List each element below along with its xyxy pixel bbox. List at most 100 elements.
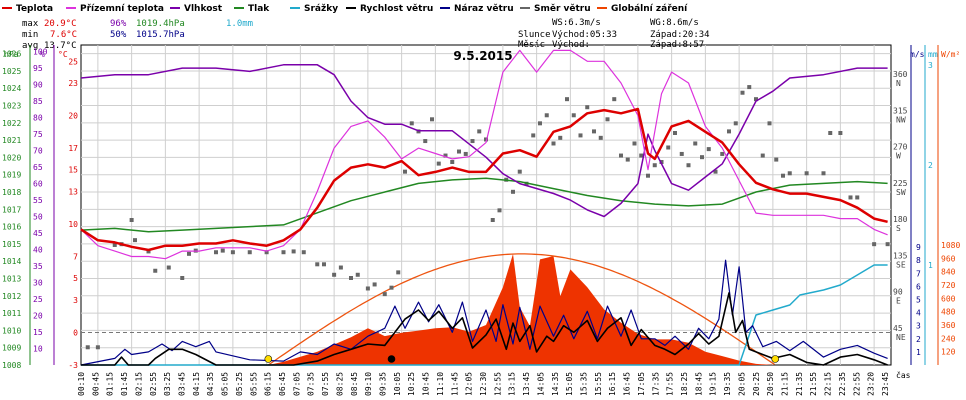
wind-dir-point — [673, 131, 677, 135]
wind-dir-point — [787, 171, 792, 176]
wind-dir-point — [838, 131, 843, 135]
wind-dir-point — [612, 97, 617, 102]
x-tick-label: 22:55 — [852, 372, 861, 396]
x-tick-label: 12:55 — [493, 372, 502, 396]
x-tick-label: 08:25 — [335, 372, 344, 396]
temp-line — [80, 107, 888, 252]
wind-dir-point — [443, 153, 448, 158]
wind-dir-point — [403, 169, 407, 174]
x-tick-label: 03:25 — [163, 372, 172, 396]
stat-text: Východ:05:33 — [552, 30, 617, 40]
x-tick-label: 17:35 — [651, 372, 660, 396]
humidity-tick: 70 — [33, 147, 43, 156]
x-tick-label: 04:35 — [206, 372, 215, 396]
wind-dir-point — [511, 189, 515, 194]
wind-dir-point — [571, 113, 576, 118]
wind-dir-point — [382, 292, 387, 297]
wind-dir-point — [821, 171, 826, 176]
wind-tick: 5 — [916, 296, 921, 305]
wind-dir-point — [585, 105, 590, 110]
wind-dir-point — [781, 173, 785, 178]
temp-tick: 10 — [68, 220, 78, 229]
dir-tick: 135 — [893, 251, 908, 260]
wind-tick: 2 — [916, 335, 921, 344]
rad-tick: 720 — [941, 281, 956, 290]
wind-dir-point — [423, 139, 428, 144]
axis-unit-wm2: W/m² — [941, 50, 960, 59]
rain-tick: 1 — [928, 261, 933, 270]
wind-tick: 7 — [916, 269, 921, 278]
wind-dir-point — [754, 97, 758, 102]
x-tick-label: 14:05 — [536, 372, 545, 396]
stat-text: min — [22, 30, 38, 40]
humidity-tick: 100 — [33, 48, 48, 57]
stats-block: max 20.9°C 96% 1019.4hPa 1.0mm min 7.6°C 50% 101… — [22, 18, 710, 51]
pressure-tick: 1014 — [2, 257, 21, 266]
radiation-area-path — [81, 253, 888, 365]
pressure-tick: 1016 — [2, 223, 21, 232]
x-tick-label: 20:25 — [752, 372, 761, 396]
x-tick-label: 10:25 — [407, 372, 416, 396]
humidity-tick: 40 — [33, 246, 43, 255]
wind-dir-point — [733, 121, 738, 126]
wind-dir-point — [430, 117, 434, 122]
x-tick-label: 10:05 — [393, 372, 402, 396]
wind-dir-point — [625, 157, 630, 162]
x-tick-label: 11:10 — [436, 372, 445, 396]
pressure-tick: 1024 — [2, 84, 21, 93]
stat-text: WS:6.3m/s — [552, 18, 601, 28]
dir-name: S — [896, 224, 901, 233]
legend-label: Rychlost větru — [360, 3, 433, 14]
wind-dir-point — [679, 151, 684, 156]
wind-dir-point — [355, 272, 360, 277]
wind-dir-point — [848, 195, 853, 200]
humidity-tick: 95 — [33, 64, 43, 73]
rad-tick: 1080 — [941, 241, 960, 250]
wind-dir-point — [129, 218, 134, 222]
wind-gust-line — [80, 259, 888, 366]
stat-text: Slunce — [518, 30, 551, 40]
wind-dir-point — [315, 262, 320, 267]
series-lines — [80, 49, 890, 366]
temp-tick: -3 — [68, 361, 78, 370]
dir-name: SE — [896, 260, 906, 269]
x-tick-label: 05:55 — [249, 372, 258, 396]
wind-dir-point — [220, 248, 225, 253]
stat-text: 1.0mm — [226, 19, 253, 29]
wind-dir-point — [639, 153, 644, 158]
wind-dir-point — [632, 141, 637, 146]
wind-tick: 4 — [916, 309, 921, 318]
wind-dir-point — [457, 149, 461, 154]
x-tick-label: 12:30 — [479, 372, 488, 396]
x-tick-label: 16:15 — [608, 372, 617, 396]
pressure-tick: 1015 — [2, 240, 21, 249]
stat-text: 13.7°C — [44, 41, 77, 51]
rad-tick: 840 — [941, 268, 956, 277]
rad-tick: 480 — [941, 308, 956, 317]
axes: hPa% °C m/s mm W/m²čas1026102510241023102210… — [2, 45, 960, 396]
legend-label: Teplota — [16, 4, 53, 14]
wind-dir-point — [247, 250, 252, 255]
pressure-tick: 1011 — [2, 309, 21, 318]
wind-dir-point — [477, 129, 482, 134]
pressure-tick: 1026 — [2, 50, 21, 59]
wind-dir-point — [450, 160, 455, 164]
legend: Teplota Přízemní teplota Vlhkost Tlak Srážky… — [2, 3, 688, 14]
marker-sunset — [771, 355, 780, 363]
x-tick-label: 02:55 — [149, 372, 158, 396]
wind-dir-point — [470, 139, 475, 144]
temp-tick: 17 — [68, 144, 78, 153]
rad-tick: 240 — [941, 334, 956, 343]
wind-dir-point — [727, 129, 731, 134]
wind-dir-point — [112, 242, 117, 247]
wind-dir-point — [720, 151, 725, 156]
wind-dir-point — [332, 272, 337, 277]
wind-dir-point — [659, 160, 664, 164]
wind-dir-point — [544, 113, 549, 118]
dir-tick: 225 — [893, 179, 908, 188]
x-tick-label: 01:45 — [120, 372, 129, 396]
wind-dir-point — [706, 147, 711, 152]
x-tick-label: 17:05 — [637, 372, 646, 396]
wind-dir-point — [214, 250, 218, 255]
wind-dir-point — [301, 250, 306, 255]
